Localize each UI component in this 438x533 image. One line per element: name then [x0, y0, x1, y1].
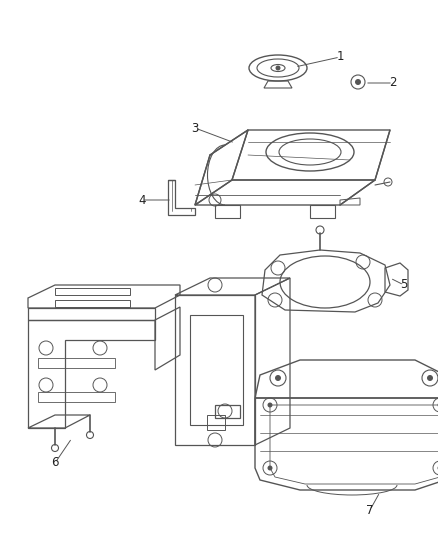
Text: 7: 7: [366, 504, 374, 516]
Text: 3: 3: [191, 122, 199, 134]
Text: 1: 1: [336, 51, 344, 63]
Circle shape: [268, 465, 272, 471]
Text: 6: 6: [51, 456, 59, 470]
Circle shape: [276, 66, 280, 70]
Text: 2: 2: [389, 77, 397, 90]
Circle shape: [355, 79, 361, 85]
Circle shape: [275, 375, 281, 381]
Circle shape: [268, 402, 272, 408]
Text: 4: 4: [138, 193, 146, 206]
Text: 5: 5: [400, 279, 408, 292]
Circle shape: [427, 375, 433, 381]
